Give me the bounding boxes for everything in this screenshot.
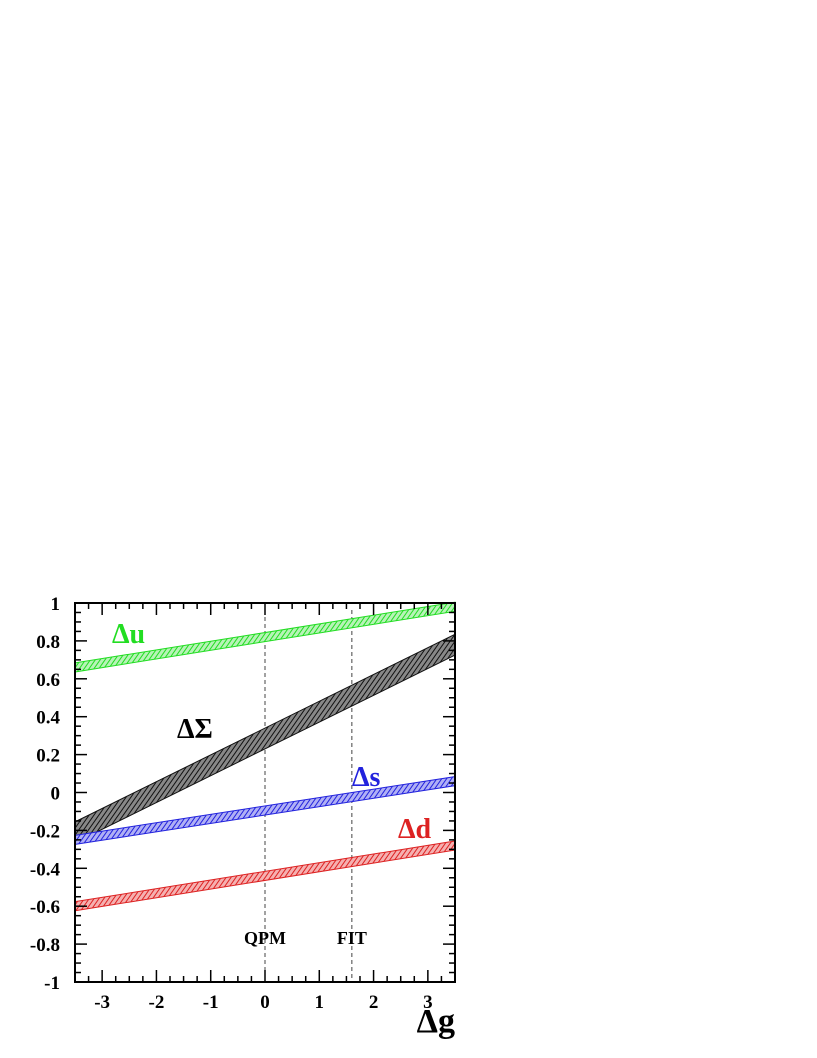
x-axis-label: Δg <box>417 1003 455 1040</box>
y-tick-label: 0.6 <box>36 670 60 691</box>
y-tick-label: -1 <box>44 973 60 994</box>
series-label-1: ΔΣ <box>177 714 213 745</box>
x-tick-label: -3 <box>94 992 110 1013</box>
axes-layer: 1 0.8 0.6 0.4 0.2 0 -0.2 -0.4 -0.6 -0.8 -1 -3 -2 -1 0 1… <box>30 594 456 1040</box>
y-tick-label: -0.4 <box>30 859 61 880</box>
marker-label-fit: FIT <box>337 928 367 948</box>
x-tick-label: -1 <box>203 992 219 1013</box>
y-tick-label: 0.2 <box>36 746 60 767</box>
series-label-3: Δd <box>398 814 432 845</box>
y-tick-label: -0.2 <box>30 821 60 842</box>
x-tick-label: 2 <box>369 992 379 1013</box>
y-tick-label: 0.8 <box>36 632 60 653</box>
y-tick-label: 1 <box>51 594 61 615</box>
x-tick-label: 3 <box>423 992 433 1013</box>
y-tick-label: -0.6 <box>30 897 60 918</box>
series-label-2: Δs <box>352 762 381 793</box>
y-tick-label: -0.8 <box>30 935 60 956</box>
x-tick-label: 0 <box>260 992 270 1013</box>
y-tick-label: 0 <box>51 784 61 805</box>
labels-layer: QPM FIT Δu ΔΣ Δs Δd <box>112 619 432 948</box>
y-tick-label: 0.4 <box>36 708 60 729</box>
x-tick-label: -2 <box>149 992 165 1013</box>
marker-label-qpm: QPM <box>244 928 286 948</box>
series-label-0: Δu <box>112 619 145 650</box>
x-tick-label: 1 <box>315 992 325 1013</box>
